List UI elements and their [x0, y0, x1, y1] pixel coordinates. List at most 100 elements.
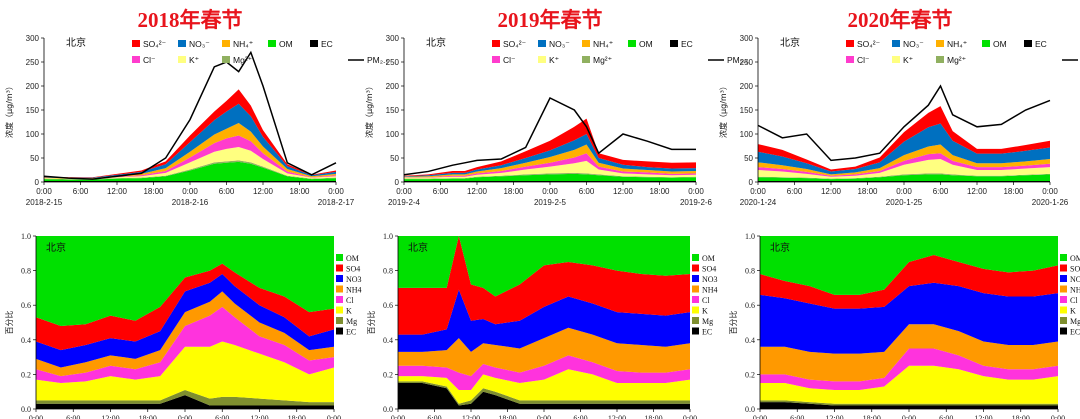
- legend-label: Cl: [1070, 296, 1078, 305]
- legend-label: SO₄²⁻: [503, 39, 526, 49]
- x-tick-label: 0:00: [1042, 187, 1058, 196]
- x-tick-label: 18:00: [143, 187, 164, 196]
- date-label-mid: 2020-1-25: [886, 198, 923, 207]
- y-tick-label: 0.8: [745, 267, 755, 276]
- x-tick-label: 0:00: [178, 414, 192, 419]
- y-tick-label: 0.2: [383, 370, 393, 379]
- legend-swatch: [132, 56, 140, 63]
- x-tick-label: 0:00: [396, 187, 412, 196]
- city-label: 北京: [426, 36, 446, 49]
- area-SO₄²⁻: [758, 106, 1050, 172]
- y-tick-label: 0.8: [383, 267, 393, 276]
- legend-swatch: [1060, 264, 1067, 272]
- area-OM: [404, 173, 696, 182]
- area-NO₃⁻: [404, 134, 696, 177]
- legend-swatch: [892, 40, 900, 47]
- legend-label: SO4: [1070, 265, 1080, 274]
- area-Cl: [36, 306, 334, 384]
- x-tick-label: 18:00: [649, 187, 670, 196]
- x-tick-label: 18:00: [288, 414, 306, 419]
- legend-swatch: [538, 56, 546, 63]
- legend-swatch: [582, 40, 590, 47]
- legend-swatch: [132, 40, 140, 47]
- legend-label: K⁺: [189, 55, 199, 65]
- date-label-right: 2018-2-17: [318, 198, 355, 207]
- area-OM: [44, 161, 336, 182]
- legend-label: K⁺: [549, 55, 559, 65]
- legend-swatch: [1060, 275, 1067, 282]
- legend-swatch: [582, 56, 590, 63]
- legend-label: EC: [321, 39, 333, 49]
- top-stack-2: [757, 84, 1051, 182]
- legend-label: NH₄⁺: [593, 39, 613, 49]
- x-tick-label: 0:00: [29, 414, 43, 419]
- legend-swatch: [336, 264, 343, 272]
- legend-label: K⁺: [903, 55, 913, 65]
- area-SO4: [36, 263, 334, 351]
- x-tick-label: 6:00: [939, 414, 953, 419]
- y-tick-label: 0.2: [21, 370, 31, 379]
- legend-label: NO₃⁻: [189, 39, 210, 49]
- legend-label: Mg²⁺: [947, 55, 966, 65]
- y-tick-label: 1.0: [745, 232, 755, 241]
- x-tick-label: 0:00: [683, 414, 697, 419]
- y-tick-label: 0.0: [383, 405, 393, 414]
- y-tick-label: 0.6: [21, 301, 31, 310]
- date-label-left: 2019-2-4: [388, 198, 421, 207]
- legend-label: K: [346, 307, 352, 316]
- x-tick-label: 12:00: [467, 187, 488, 196]
- legend-swatch: [222, 56, 230, 63]
- legend-swatch: [268, 40, 276, 47]
- area-K⁺: [404, 160, 696, 179]
- legend-swatch: [982, 40, 990, 47]
- area-OM: [398, 236, 690, 297]
- x-tick-label: 6:00: [215, 414, 229, 419]
- area-NH4: [398, 327, 690, 377]
- top-axes-0: 0 50 100 150 200 250 300 0:00 6:00 12:00 18:00 0:00…: [26, 34, 355, 207]
- x-tick-label: 18:00: [857, 187, 878, 196]
- y-tick-label: 300: [26, 34, 40, 43]
- legend-swatch: [1060, 306, 1067, 314]
- date-label-right: 2019-2-6: [680, 198, 713, 207]
- legend-label: NO3: [1070, 275, 1080, 284]
- legend-swatch: [892, 56, 900, 63]
- x-tick-label: 6:00: [73, 187, 89, 196]
- top-y-axis-label: 浓度（μg/m³）: [718, 82, 728, 138]
- legend-label: EC: [346, 328, 356, 337]
- y-tick-label: 0.8: [21, 267, 31, 276]
- y-tick-label: 1.0: [21, 232, 31, 241]
- legend-label: SO4: [346, 265, 360, 274]
- area-Mg: [398, 381, 690, 406]
- pm25-line: [757, 84, 1051, 162]
- bottom-stack-2: [760, 236, 1058, 409]
- legend-label: Mg: [346, 317, 357, 326]
- y-tick-label: 250: [26, 58, 40, 67]
- legend-swatch: [692, 296, 699, 303]
- date-label-mid: 2018-2-16: [172, 198, 209, 207]
- x-tick-label: 0:00: [753, 414, 767, 419]
- pm25-line: [403, 96, 696, 176]
- area-NO₃⁻: [758, 123, 1050, 175]
- x-tick-label: 6:00: [579, 187, 595, 196]
- pm25-line: [43, 50, 337, 180]
- y-tick-label: 150: [740, 106, 754, 115]
- area-NH4: [760, 324, 1058, 382]
- bottom-stack-0: [36, 236, 334, 409]
- legend-label: Mg: [702, 317, 713, 326]
- y-tick-label: 100: [386, 130, 400, 139]
- legend-label: Cl⁻: [503, 55, 516, 65]
- legend-label: Mg: [1070, 317, 1080, 326]
- legend-swatch: [336, 285, 343, 293]
- bottom-y-axis-label: 百分比: [728, 311, 738, 335]
- legend-swatch: [336, 275, 343, 282]
- y-tick-label: 1.0: [383, 232, 393, 241]
- legend-label: NH4: [702, 286, 718, 295]
- top-axes-2: 0 50 100 150 200 250 300 0:00 6:00 12:00 18:00 0:00…: [740, 34, 1069, 207]
- panel-title-2019: 2019年春节: [497, 8, 603, 32]
- y-tick-label: 0.6: [383, 301, 393, 310]
- area-Mg²⁺: [404, 172, 696, 180]
- x-tick-label: 18:00: [1003, 187, 1024, 196]
- legend-swatch: [336, 317, 343, 324]
- legend-swatch: [492, 40, 500, 47]
